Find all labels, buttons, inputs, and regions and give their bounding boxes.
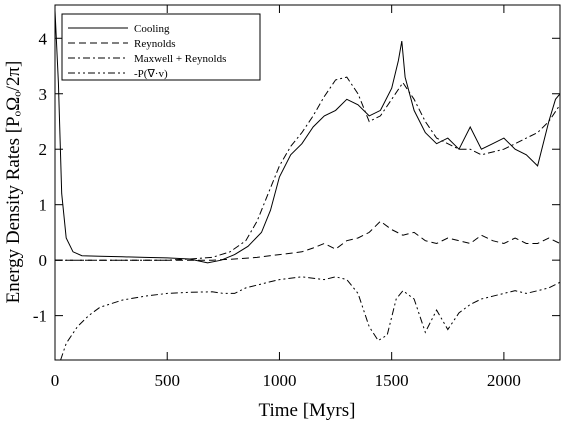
- legend-label: Maxwell + Reynolds: [134, 53, 226, 65]
- legend-label: -P(∇·v): [134, 68, 168, 80]
- plot-frame: [54, 4, 561, 361]
- x-tick-label: 0: [51, 371, 60, 390]
- series-line-2: [55, 220, 560, 261]
- x-tick-label: 2000: [487, 371, 521, 390]
- legend-label: Cooling: [134, 23, 170, 35]
- ticks-layer: 0 500 1000 1500 2000 -1 0 1 2 3 4: [33, 5, 560, 390]
- legend-box: [61, 13, 261, 81]
- series-line-3: [55, 76, 560, 261]
- y-tick-label: 3: [39, 85, 48, 104]
- legend-label: Reynolds: [134, 38, 176, 50]
- x-tick-label: 1500: [375, 371, 409, 390]
- x-axis-label: Time [Myrs]: [259, 400, 356, 421]
- y-tick-label: 4: [39, 29, 48, 48]
- x-tick-label: 1000: [262, 371, 296, 390]
- y-axis-label: Energy Density Rates [PₒΩₒ/2π]: [3, 61, 24, 304]
- series-line-1: [55, 10, 560, 264]
- y-tick-label: 1: [39, 196, 48, 215]
- legend: Cooling Reynolds Maxwell + Reynolds -P(∇·v): [61, 13, 261, 81]
- series-line-4: [60, 276, 560, 360]
- y-tick-label: 2: [39, 140, 48, 159]
- x-tick-label: 500: [154, 371, 180, 390]
- y-tick-label: -1: [33, 307, 47, 326]
- series-layer: [55, 10, 560, 360]
- y-tick-label: 0: [39, 251, 48, 270]
